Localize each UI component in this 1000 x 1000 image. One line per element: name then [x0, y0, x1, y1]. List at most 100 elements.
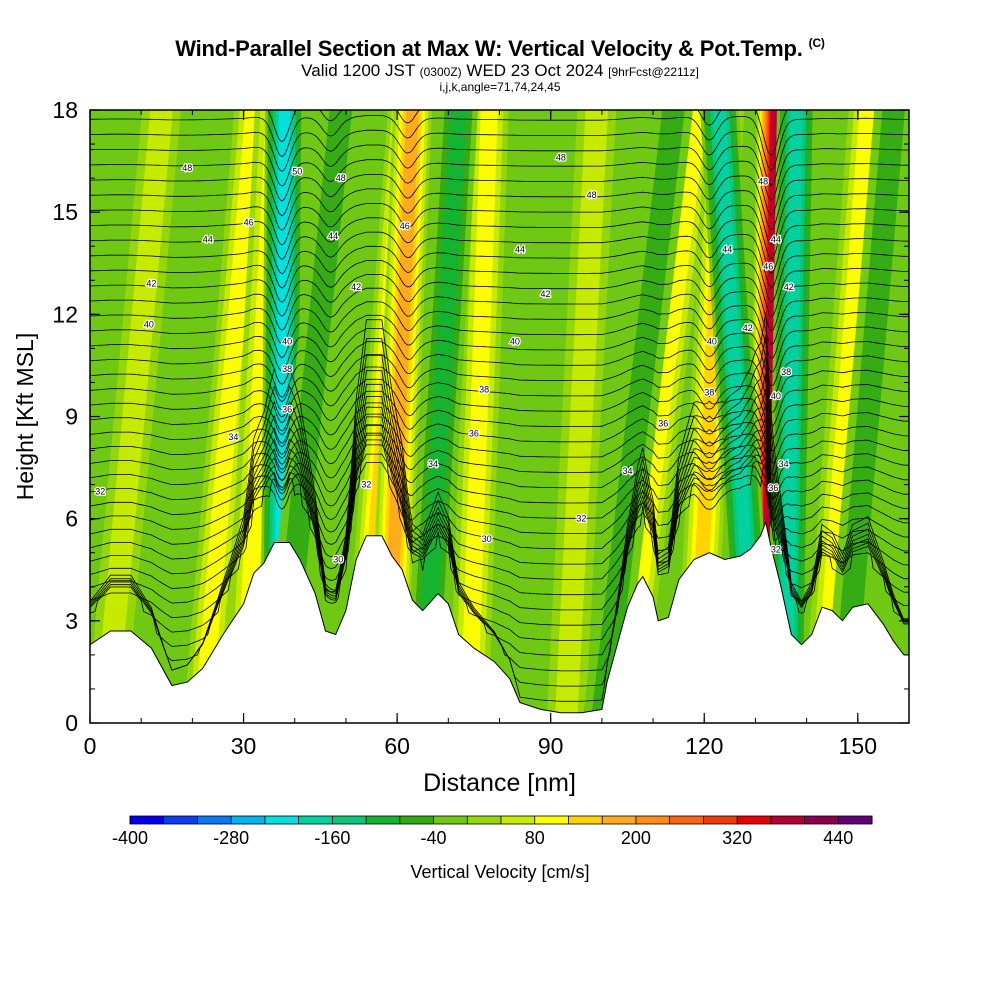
contour-label-8: 48	[336, 173, 346, 183]
y-tick-label-3: 9	[65, 404, 78, 430]
terrain-mask	[90, 520, 909, 723]
chart-title-text: Wind-Parallel Section at Max W: Vertical…	[175, 36, 803, 61]
contour-label-24: 48	[556, 153, 566, 163]
colorbar-swatch-19	[770, 816, 806, 824]
isentrope-line-2	[90, 355, 909, 672]
y-tick-label-0: 0	[65, 710, 78, 736]
colorbar-tick-label-0: -400	[112, 828, 148, 848]
downdraft-band-6-level-1	[831, 110, 905, 723]
contour-label-13: 42	[351, 282, 361, 292]
isentrope-line-34	[90, 174, 909, 231]
updraft-band-6-level-1	[554, 110, 609, 723]
y-tick-label-4: 12	[52, 301, 78, 327]
colorbar-swatch-17	[703, 816, 738, 824]
colorbar-swatch-2	[197, 816, 232, 824]
colorbar-tick-label-5: 200	[621, 828, 651, 848]
contour-label-3: 42	[146, 279, 156, 289]
y-tick-label-5: 15	[52, 199, 78, 225]
contour-label-2: 44	[203, 234, 213, 244]
isentrope-line-7	[90, 416, 909, 596]
isentrope-line-25	[90, 301, 909, 359]
isentrope-line-6	[90, 406, 909, 611]
isentrope-line-26	[90, 287, 909, 346]
isentrope-line-19	[90, 378, 909, 439]
colorbar-title: Vertical Velocity [cm/s]	[410, 862, 590, 882]
contour-label-1: 48	[182, 163, 192, 173]
colorbar-swatch-3	[231, 816, 266, 824]
isentrope-line-10	[90, 439, 909, 550]
valid-date: WED 23 Oct 2024	[466, 61, 604, 80]
updraft-band-1-level-2	[194, 110, 263, 723]
colorbar-swatch-18	[737, 816, 772, 824]
isentrope-line-39	[267, 110, 788, 157]
isentrope-line-18	[90, 390, 909, 452]
colorbar-swatch-13	[568, 816, 603, 824]
colorbar-swatch-6	[332, 816, 367, 824]
contour-label-35: 44	[771, 234, 781, 244]
contour-label-22: 44	[515, 245, 525, 255]
isentrope-line-30	[90, 231, 909, 289]
isentrope-line-8	[90, 425, 909, 580]
contour-label-40: 34	[779, 459, 789, 469]
contour-label-15: 30	[333, 555, 343, 565]
x-tick-label-0: 0	[84, 733, 97, 759]
colorbar-swatch-0	[130, 816, 165, 824]
isentrope-line-32	[90, 203, 909, 260]
isentrope-line-36	[90, 144, 909, 201]
contour-label-34: 46	[763, 262, 773, 272]
contour-label-26: 32	[576, 514, 586, 524]
updraft-band-5-level-2	[460, 110, 498, 723]
contour-label-6: 46	[244, 217, 254, 227]
contour-label-39: 36	[768, 483, 778, 493]
colorbar-tick-label-3: -40	[421, 828, 447, 848]
isentrope-line-38	[90, 115, 909, 172]
x-axis-label: Distance [nm]	[423, 769, 576, 797]
contour-label-28: 36	[658, 418, 668, 428]
contour-label-37: 40	[771, 391, 781, 401]
isentrope-line-35	[90, 159, 909, 216]
contour-label-14: 32	[361, 480, 371, 490]
contour-label-30: 40	[707, 337, 717, 347]
contour-label-33: 48	[758, 177, 768, 187]
y-tick-label-1: 3	[65, 608, 78, 634]
contour-label-21: 40	[510, 337, 520, 347]
contour-label-29: 38	[704, 388, 714, 398]
isentrope-line-14	[90, 434, 909, 500]
corner-mark: (C)	[808, 36, 825, 50]
colorbar-swatch-14	[602, 816, 637, 824]
isentrope-line-5	[90, 396, 909, 626]
colorbar-tick-label-7: 440	[823, 828, 853, 848]
colorbar-tick-label-4: 80	[525, 828, 545, 848]
contour-label-5: 34	[228, 432, 238, 442]
colorbar-swatch-10	[467, 816, 502, 824]
isentrope-line-17	[90, 402, 909, 464]
colorbar-swatch-8	[399, 816, 435, 824]
contour-label-16: 46	[400, 221, 410, 231]
colorbar-swatch-7	[366, 816, 401, 824]
contour-label-36: 42	[784, 282, 794, 292]
contour-label-7: 50	[292, 166, 302, 176]
colorbar-swatch-11	[501, 816, 536, 824]
contour-label-10: 40	[282, 337, 292, 347]
colorbar-swatch-1	[163, 816, 198, 824]
contour-label-11: 38	[282, 364, 292, 374]
updraft-band-10-level-2	[813, 110, 877, 723]
contour-label-32: 42	[743, 323, 753, 333]
contour-label-17: 34	[428, 459, 438, 469]
contour-label-23: 42	[541, 289, 551, 299]
isentrope-line-12	[90, 453, 909, 521]
forecast-info: [9hrFcst@2211z]	[608, 65, 699, 79]
isentrope-line-22	[90, 341, 909, 400]
isentrope-line-37	[90, 129, 909, 186]
grid-indices: i,j,k,angle=71,74,24,45	[439, 80, 561, 94]
isentrope-line-24	[90, 314, 909, 373]
x-tick-label-5: 150	[839, 733, 877, 759]
y-tick-label-6: 18	[52, 97, 78, 123]
colorbar-swatch-5	[298, 816, 333, 824]
contour-label-31: 44	[722, 245, 732, 255]
y-axis-label: Height [Kft MSL]	[12, 333, 38, 500]
x-tick-label-4: 120	[685, 733, 723, 759]
title-block: Wind-Parallel Section at Max W: Vertical…	[0, 36, 1000, 93]
colorbar-tick-label-1: -280	[213, 828, 249, 848]
